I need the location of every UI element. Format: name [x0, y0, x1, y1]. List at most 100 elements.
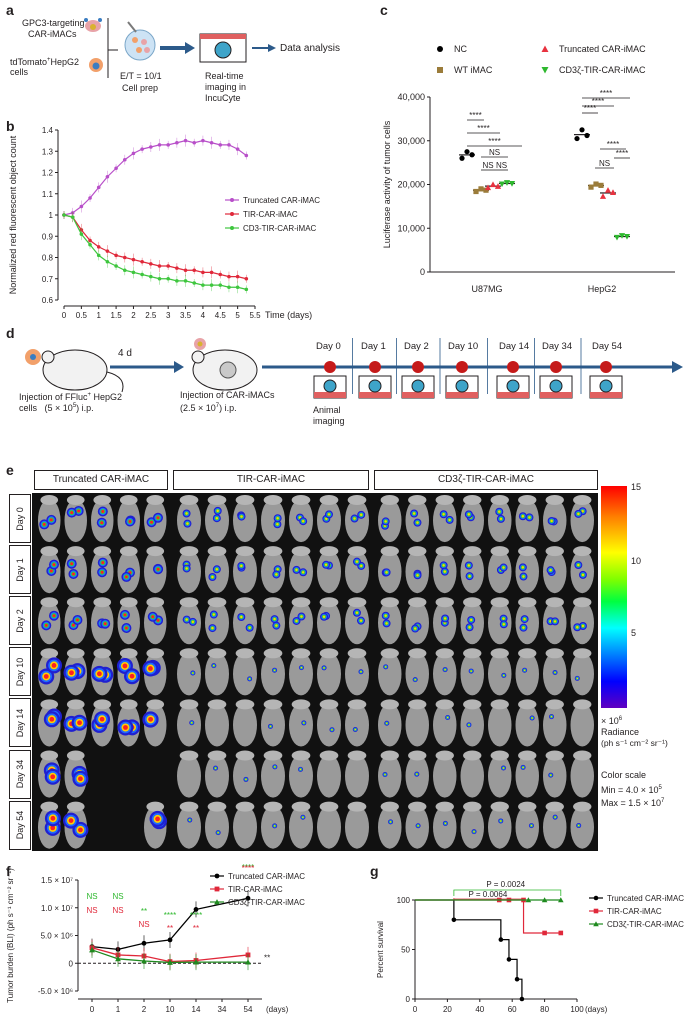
macrophage-icon — [84, 18, 102, 32]
bli-signal — [295, 619, 298, 623]
legend-label: TIR-CAR-iMAC — [228, 885, 283, 894]
interval-label: 4 d — [118, 348, 132, 359]
camera-icon — [589, 375, 623, 399]
data-point — [96, 245, 101, 249]
bli-signal — [299, 768, 302, 771]
mouse-body — [515, 601, 539, 645]
bli-signal — [412, 512, 416, 515]
camera-stripe — [446, 392, 478, 398]
mouse-head — [435, 648, 454, 659]
bli-signal — [442, 564, 445, 567]
mouse-head — [66, 546, 85, 557]
bli-signal — [550, 774, 552, 776]
mouse-body — [289, 805, 313, 849]
et-ratio: E/T = 10/1 — [120, 71, 162, 81]
mouse-image — [317, 495, 341, 543]
mouse-head — [319, 597, 339, 608]
bli-signal — [522, 626, 525, 629]
mouse-image — [289, 495, 313, 543]
data-point — [140, 272, 144, 277]
mouse-image — [460, 648, 484, 696]
data-point — [122, 255, 127, 260]
mouse-head — [179, 750, 199, 761]
legend-marker — [230, 198, 234, 202]
mouse-image — [177, 801, 201, 849]
data-point — [218, 283, 223, 287]
mouse-image — [64, 597, 87, 645]
sig-label: NS — [496, 161, 507, 170]
scale-tick-10: 10 — [631, 556, 642, 566]
mouse-head — [545, 597, 564, 608]
mouse-body — [233, 550, 257, 594]
data-point — [218, 143, 223, 147]
bli-signal — [101, 561, 105, 565]
timeline-day-label: Day 34 — [542, 341, 573, 352]
sig-green: **** — [190, 911, 202, 920]
y-tick-label: 100 — [397, 896, 411, 905]
mouse-image — [205, 597, 229, 645]
data-point — [141, 958, 147, 964]
mouse-image — [38, 699, 63, 747]
bli-signal — [100, 570, 104, 574]
mouse-head — [66, 495, 85, 505]
bli-signal — [211, 575, 214, 579]
mouse-body — [261, 499, 285, 543]
mouse-head — [408, 699, 427, 710]
data-point — [149, 145, 153, 149]
mouse-image — [515, 648, 539, 696]
data-point — [122, 268, 127, 273]
mouse-head — [380, 597, 399, 608]
bli-signal — [331, 728, 333, 731]
legend-marker — [437, 67, 443, 73]
y-tick-label: 0.6 — [42, 296, 54, 305]
mouse-body — [317, 652, 341, 696]
data-point — [183, 138, 188, 143]
bli-signal — [442, 513, 445, 516]
mouse-image — [142, 699, 167, 747]
series-0 — [62, 134, 249, 219]
mouse-head — [380, 495, 399, 505]
bli-signal — [50, 825, 56, 831]
data-point — [489, 181, 497, 188]
mouse-body — [261, 703, 285, 747]
day-row-label: Day 1 — [9, 545, 31, 595]
data-point — [227, 285, 231, 290]
mouse-head — [463, 750, 482, 761]
bli-signal — [389, 821, 392, 823]
bli-signal — [248, 678, 251, 680]
bli-signal — [188, 819, 191, 821]
data-point — [623, 233, 631, 240]
mouse-head — [319, 495, 339, 505]
bli-signal — [123, 613, 127, 617]
y-tick-label: 1.0 × 10⁷ — [41, 904, 73, 913]
bli-signal — [446, 716, 449, 719]
mouse-image — [289, 699, 313, 747]
sig-label: **** — [592, 97, 604, 106]
mouse-image — [289, 648, 313, 696]
mouse-head — [207, 546, 227, 557]
bli-signal — [70, 511, 74, 515]
y-axis-label: Luciferase activity of tumor cells — [382, 120, 392, 248]
y-axis-label: Tumor burden (BLI) (ph s⁻¹ cm⁻² sr⁻¹) — [6, 868, 15, 1003]
mouse-image — [515, 699, 539, 747]
mouse-head — [207, 648, 227, 659]
x-axis-label: (days) — [585, 1005, 608, 1014]
sig-red: **** — [242, 864, 254, 873]
mouse-head — [146, 699, 165, 710]
bli-signal — [103, 622, 107, 626]
bli-signal — [295, 568, 298, 572]
mouse-image — [144, 801, 168, 849]
mouse-body — [64, 499, 87, 543]
bli-signal — [384, 666, 387, 668]
mouse-head — [435, 750, 454, 761]
mouse-head — [263, 699, 283, 710]
legend-label: TIR-CAR-iMAC — [607, 907, 662, 916]
bli-signal — [521, 566, 525, 569]
cell-prep-icon — [124, 21, 156, 61]
mouse-head — [235, 546, 255, 557]
bli-signal — [245, 778, 247, 781]
mouse-head — [573, 750, 592, 761]
sig-green: **** — [164, 911, 176, 920]
category-label: HepG2 — [588, 284, 617, 294]
mouse-image — [289, 801, 313, 849]
